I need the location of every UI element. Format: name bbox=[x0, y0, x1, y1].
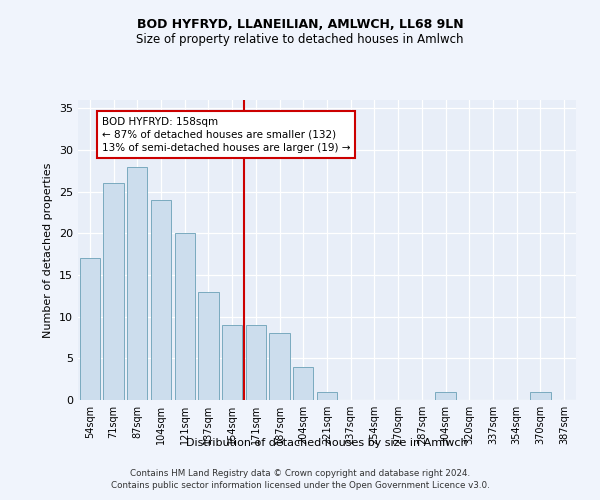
Text: Size of property relative to detached houses in Amlwch: Size of property relative to detached ho… bbox=[136, 32, 464, 46]
Bar bbox=[317, 392, 337, 400]
Bar bbox=[175, 234, 195, 400]
Text: Distribution of detached houses by size in Amlwch: Distribution of detached houses by size … bbox=[186, 438, 468, 448]
Bar bbox=[199, 292, 218, 400]
Bar bbox=[293, 366, 313, 400]
Bar bbox=[103, 184, 124, 400]
Bar bbox=[151, 200, 171, 400]
Text: Contains public sector information licensed under the Open Government Licence v3: Contains public sector information licen… bbox=[110, 480, 490, 490]
Bar bbox=[269, 334, 290, 400]
Bar bbox=[222, 325, 242, 400]
Y-axis label: Number of detached properties: Number of detached properties bbox=[43, 162, 53, 338]
Text: BOD HYFRYD: 158sqm
← 87% of detached houses are smaller (132)
13% of semi-detach: BOD HYFRYD: 158sqm ← 87% of detached hou… bbox=[102, 116, 350, 153]
Bar bbox=[246, 325, 266, 400]
Text: Contains HM Land Registry data © Crown copyright and database right 2024.: Contains HM Land Registry data © Crown c… bbox=[130, 470, 470, 478]
Bar bbox=[80, 258, 100, 400]
Bar bbox=[530, 392, 551, 400]
Bar bbox=[127, 166, 148, 400]
Text: BOD HYFRYD, LLANEILIAN, AMLWCH, LL68 9LN: BOD HYFRYD, LLANEILIAN, AMLWCH, LL68 9LN bbox=[137, 18, 463, 30]
Bar bbox=[436, 392, 455, 400]
